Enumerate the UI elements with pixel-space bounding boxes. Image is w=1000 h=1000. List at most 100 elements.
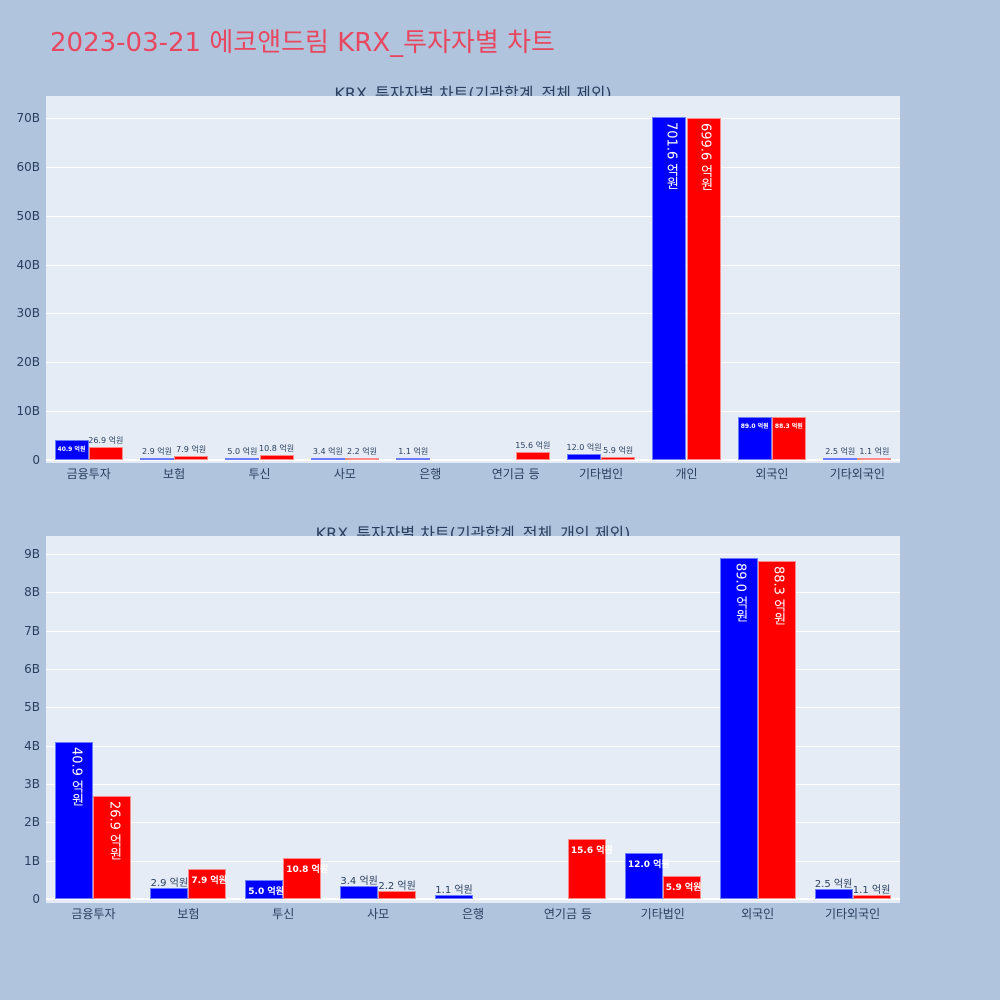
- bar-red[interactable]: [757, 560, 796, 899]
- bar-value-label: 5.0 억원: [227, 446, 258, 456]
- bar-value-label: 701.6 억원: [663, 122, 679, 190]
- bar-red[interactable]: [344, 458, 380, 460]
- bar-value-label: 699.6 억원: [697, 123, 713, 191]
- bar-blue[interactable]: [814, 889, 853, 899]
- bar-red[interactable]: [378, 890, 417, 899]
- gridline: [46, 745, 900, 747]
- bar-red[interactable]: [515, 452, 550, 460]
- bar-value-label: 40.9 억원: [57, 446, 86, 454]
- bar-value-label: 3.4 억원: [340, 875, 378, 887]
- y-tick-label: 8B: [24, 585, 40, 600]
- chart-1-plot-area: [46, 96, 900, 463]
- bar-value-label: 2.2 억원: [346, 447, 377, 456]
- x-tick-label: 외국인: [741, 907, 775, 921]
- bar-red[interactable]: [601, 457, 636, 460]
- bar-red[interactable]: [283, 857, 322, 899]
- y-tick-label: 4B: [24, 738, 40, 753]
- y-tick-label: 70B: [16, 110, 40, 125]
- y-tick-label: 0: [32, 892, 40, 906]
- bar-red[interactable]: [771, 416, 807, 460]
- bar-blue[interactable]: [245, 879, 284, 899]
- y-tick-label: 7B: [24, 623, 40, 638]
- bar-value-label: 2.9 억원: [142, 447, 173, 456]
- gridline: [46, 411, 900, 413]
- bar-red[interactable]: [188, 868, 227, 899]
- bar-value-label: 89.0 억원: [740, 422, 769, 430]
- bar-value-label: 15.6 억원: [570, 846, 613, 857]
- bar-red[interactable]: [174, 456, 209, 460]
- bar-blue[interactable]: [310, 458, 345, 460]
- bar-value-label: 5.9 억원: [603, 446, 634, 456]
- bar-blue[interactable]: [566, 454, 602, 460]
- zero-line: [46, 459, 900, 461]
- gridline: [46, 554, 900, 556]
- x-tick-label: 사모: [333, 467, 356, 481]
- bar-blue[interactable]: [150, 887, 189, 899]
- bar-blue[interactable]: [225, 457, 260, 460]
- zero-line: [46, 898, 900, 900]
- x-tick-label: 개인: [675, 467, 698, 481]
- bar-red[interactable]: [88, 446, 123, 460]
- gridline: [46, 166, 900, 168]
- x-tick-label: 외국인: [755, 467, 789, 481]
- gridline: [46, 630, 900, 632]
- bar-red[interactable]: [567, 839, 606, 899]
- bar-value-label: 1.1 억원: [398, 447, 429, 456]
- bar-value-label: 10.8 억원: [286, 864, 329, 875]
- bar-value-label: 1.1 억원: [852, 884, 891, 896]
- bar-value-label: 26.9 억원: [88, 435, 124, 445]
- bar-blue[interactable]: [340, 885, 379, 899]
- bar-blue[interactable]: [435, 894, 473, 899]
- bar-value-label: 7.9 억원: [191, 875, 227, 886]
- bar-red[interactable]: [857, 458, 892, 460]
- x-tick-label: 사모: [367, 907, 390, 921]
- bar-blue[interactable]: [823, 458, 858, 460]
- y-tick-label: 10B: [16, 404, 40, 419]
- y-tick-label: 5B: [24, 700, 40, 715]
- gridline: [46, 669, 900, 671]
- bar-value-label: 89.0 억원: [732, 562, 748, 622]
- bar-blue[interactable]: [624, 853, 663, 899]
- gridline: [46, 313, 900, 315]
- bar-blue[interactable]: [139, 458, 175, 460]
- bar-red[interactable]: [852, 894, 891, 899]
- bar-blue[interactable]: [55, 742, 94, 899]
- y-tick-label: 2B: [24, 815, 40, 830]
- y-tick-label: 1B: [24, 853, 40, 868]
- x-tick-label: 연기금 등: [491, 467, 540, 481]
- y-tick-label: 3B: [24, 777, 40, 791]
- x-tick-label: 기타법인: [640, 907, 685, 921]
- bar-value-label: 88.3 억원: [770, 565, 786, 625]
- x-tick-label: 투신: [272, 907, 295, 921]
- y-tick-label: 20B: [16, 355, 40, 370]
- bar-blue[interactable]: [737, 416, 772, 460]
- bar-value-label: 1.1 억원: [435, 884, 473, 896]
- bar-blue[interactable]: [652, 117, 687, 460]
- y-tick-label: 6B: [24, 662, 40, 677]
- bar-red[interactable]: [259, 454, 294, 460]
- y-tick-label: 9B: [24, 547, 40, 562]
- bar-blue[interactable]: [54, 440, 89, 460]
- bar-blue[interactable]: [719, 557, 758, 899]
- bar-value-label: 2.5 억원: [825, 447, 856, 456]
- bar-red[interactable]: [662, 876, 701, 899]
- bar-value-label: 40.9 억원: [68, 747, 84, 807]
- x-tick-label: 보험: [177, 907, 200, 921]
- y-tick-label: 0: [32, 453, 40, 467]
- x-tick-label: 은행: [461, 907, 485, 921]
- page-title: 2023-03-21 에코앤드림 KRX_투자자별 차트: [50, 28, 555, 58]
- x-tick-label: 은행: [419, 467, 442, 481]
- bar-red[interactable]: [93, 795, 132, 899]
- bar-blue[interactable]: [396, 458, 431, 460]
- bar-value-label: 2.2 억원: [378, 880, 416, 892]
- x-tick-label: 기타외국인: [824, 907, 881, 921]
- bar-value-label: 88.3 억원: [774, 422, 803, 430]
- bar-value-label: 7.9 억원: [176, 445, 207, 455]
- gridline: [46, 362, 900, 364]
- gridline: [46, 215, 900, 217]
- bar-value-label: 2.9 억원: [150, 877, 189, 889]
- bar-value-label: 2.5 억원: [814, 879, 853, 891]
- bar-red[interactable]: [686, 118, 721, 460]
- gridline: [46, 117, 900, 119]
- gridline: [46, 822, 900, 824]
